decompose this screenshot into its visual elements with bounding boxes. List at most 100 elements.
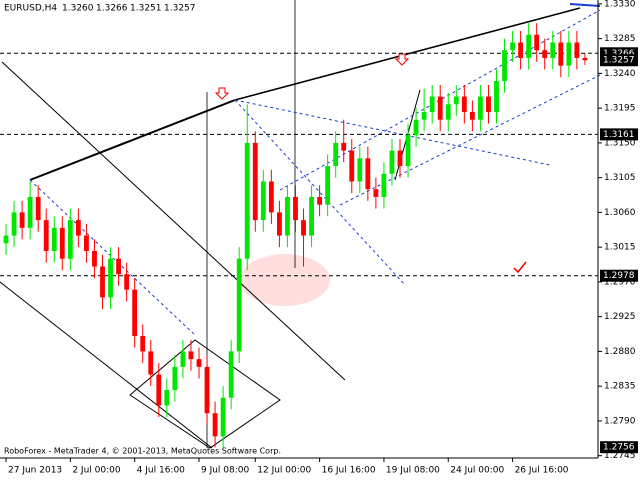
candle-body bbox=[349, 150, 355, 182]
candle-body bbox=[478, 96, 483, 120]
candle-body bbox=[172, 366, 178, 391]
arrow-down bbox=[214, 87, 230, 100]
trend-line bbox=[234, 7, 581, 101]
trend-line bbox=[1, 61, 346, 381]
y-tick-label: 1.2925 bbox=[604, 312, 636, 322]
candle-body bbox=[268, 181, 274, 213]
plot bbox=[0, 23, 598, 448]
candle-body bbox=[116, 258, 121, 275]
symbol: EURUSD,H4 bbox=[4, 4, 57, 14]
candle-body bbox=[140, 335, 146, 352]
y-tick-label: 1.3285 bbox=[604, 34, 636, 44]
price-marker bbox=[600, 269, 638, 282]
candle-body bbox=[75, 220, 81, 236]
candle-body bbox=[188, 351, 194, 360]
candle-body bbox=[325, 166, 331, 205]
candle-body bbox=[445, 104, 451, 120]
candle-body bbox=[108, 258, 113, 298]
candle-body bbox=[365, 158, 371, 190]
y-tick-label: 1.2970 bbox=[604, 277, 636, 287]
candle-body bbox=[494, 81, 499, 112]
footer: RoboForex - MetaTrader 4, © 2001-2013, M… bbox=[4, 447, 281, 456]
candle-body bbox=[156, 374, 162, 406]
y-tick-label: 1.2880 bbox=[604, 347, 636, 357]
y-tick-label: 1.2745 bbox=[604, 451, 636, 461]
triangle bbox=[129, 339, 281, 449]
y-tick-label: 1.3105 bbox=[604, 173, 636, 183]
ohlc: 1.3266 bbox=[96, 4, 128, 14]
y-tick-label: 1.3195 bbox=[604, 104, 636, 114]
candle-body bbox=[469, 111, 475, 120]
candle-body bbox=[19, 212, 25, 228]
price-marker bbox=[600, 128, 638, 141]
candle-body bbox=[132, 289, 138, 336]
y-tick-label: 1.3060 bbox=[604, 208, 636, 218]
candle-body bbox=[27, 196, 33, 228]
ohlc: 1.3260 bbox=[62, 4, 94, 14]
candle-body bbox=[437, 96, 443, 120]
candle-body bbox=[59, 227, 65, 259]
y-tick-label: 1.3015 bbox=[604, 243, 636, 253]
highlight-zone bbox=[240, 254, 330, 306]
candle-body bbox=[413, 119, 419, 136]
candle-body bbox=[526, 34, 532, 58]
candle-body bbox=[518, 42, 524, 58]
x-tick-label: 19 Jul 08:00 bbox=[386, 466, 440, 476]
x-tick-label: 24 Jul 00:00 bbox=[450, 466, 504, 476]
candle-body bbox=[124, 274, 130, 290]
candle-body bbox=[252, 142, 258, 221]
candle-body bbox=[510, 42, 515, 51]
price-marker-label: 1.2756 bbox=[603, 443, 635, 453]
candle-body bbox=[43, 220, 49, 252]
candle-body bbox=[3, 235, 9, 244]
price-marker-label: 1.3257 bbox=[603, 56, 635, 66]
x-tick-label: 4 Jul 16:00 bbox=[137, 466, 186, 476]
y-tick-label: 1.3240 bbox=[604, 69, 636, 79]
candle-body bbox=[582, 57, 588, 61]
candle-body bbox=[453, 96, 459, 105]
candle-body bbox=[373, 189, 379, 197]
candle-body bbox=[574, 42, 580, 58]
candle-body bbox=[301, 220, 306, 236]
candle-body bbox=[421, 111, 427, 120]
channel-line bbox=[569, 3, 601, 7]
trend-line bbox=[29, 99, 236, 181]
candle-body bbox=[389, 150, 395, 174]
trend-line bbox=[0, 281, 213, 449]
x-tick-label: 2 Jul 00:00 bbox=[72, 466, 121, 476]
candle-body bbox=[534, 34, 540, 51]
candle-body bbox=[204, 366, 210, 414]
candle-body bbox=[397, 150, 403, 167]
price-marker-label: 1.3161 bbox=[603, 130, 635, 140]
candle-body bbox=[100, 266, 105, 298]
candle-body bbox=[196, 359, 202, 367]
candle-body bbox=[212, 413, 218, 437]
candle-body bbox=[67, 220, 73, 259]
check-mark bbox=[513, 261, 527, 274]
candle-body bbox=[260, 181, 266, 221]
price-marker bbox=[600, 441, 638, 454]
candle-body bbox=[429, 96, 435, 112]
candle-body bbox=[309, 196, 314, 236]
x-tick-label: 27 Jun 2013 bbox=[8, 466, 62, 476]
price-marker-label: 1.2978 bbox=[603, 271, 635, 281]
candle-body bbox=[244, 142, 250, 259]
candle-body bbox=[341, 142, 347, 151]
candle-body bbox=[35, 196, 41, 221]
candle-body bbox=[558, 42, 564, 66]
candle-body bbox=[333, 142, 339, 167]
candle-body bbox=[51, 227, 57, 252]
arrow-down bbox=[394, 53, 410, 66]
candle-body bbox=[293, 196, 298, 221]
x-tick-label: 9 Jul 08:00 bbox=[201, 466, 250, 476]
candle-body bbox=[542, 50, 548, 58]
channel-line bbox=[29, 179, 196, 336]
candle-body bbox=[566, 42, 572, 66]
candle-body bbox=[180, 351, 186, 367]
candle-body bbox=[285, 196, 290, 236]
candle-body bbox=[236, 258, 242, 352]
y-tick-label: 1.2835 bbox=[604, 382, 636, 392]
candle-body bbox=[11, 212, 17, 236]
